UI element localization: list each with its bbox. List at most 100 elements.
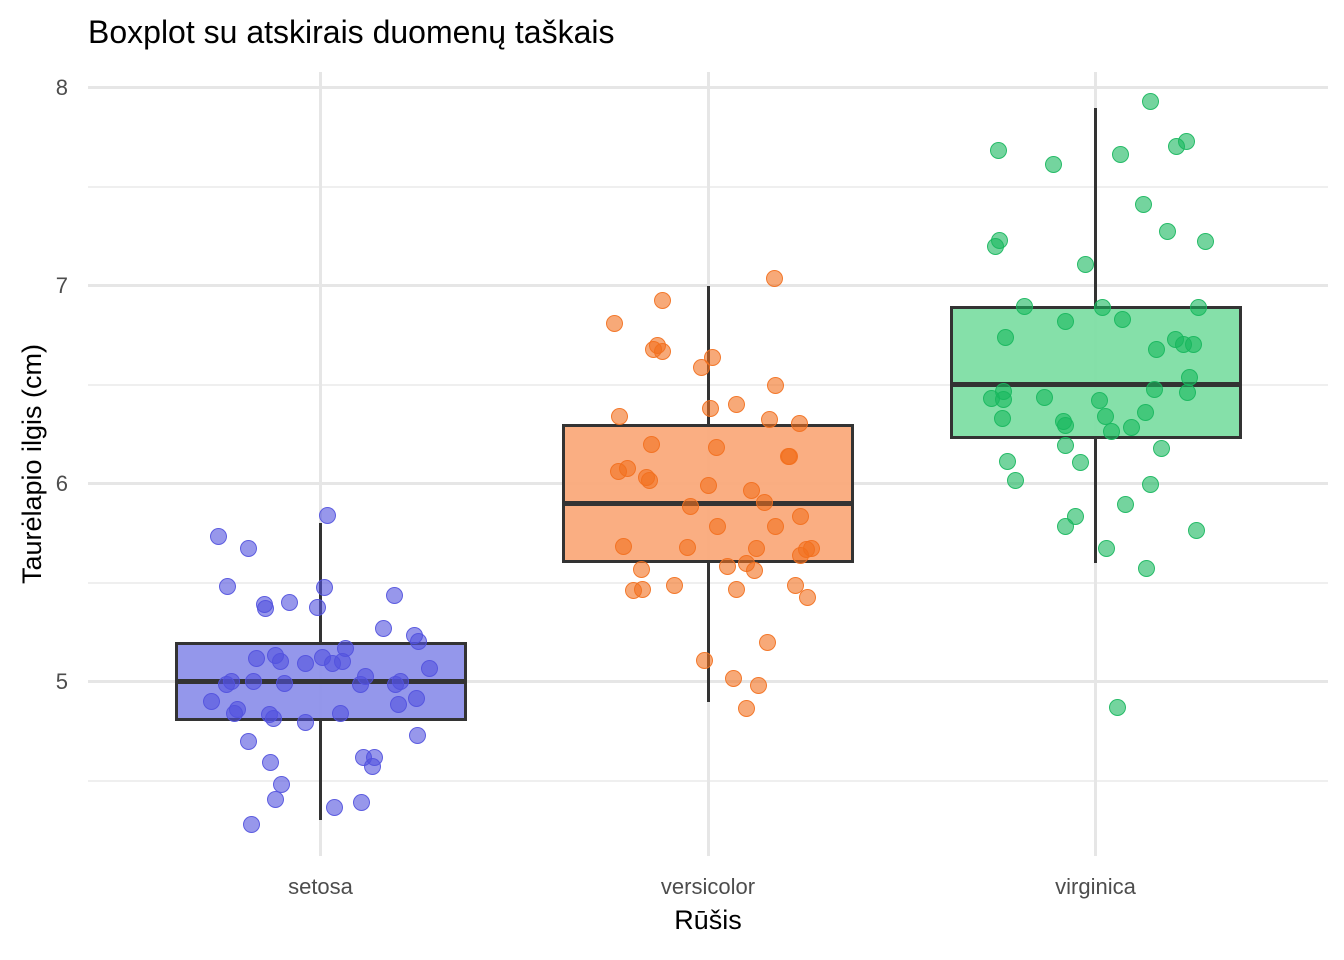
data-point-virginica (1112, 145, 1130, 163)
data-point-setosa (409, 632, 427, 650)
data-point-versicolor (653, 292, 671, 310)
data-point-versicolor (633, 560, 651, 578)
data-point-versicolor (696, 652, 714, 670)
plot-panel (88, 72, 1328, 856)
data-point-setosa (273, 775, 291, 793)
data-point-virginica (1056, 417, 1074, 435)
data-point-virginica (1141, 92, 1159, 110)
data-point-virginica (1145, 380, 1163, 398)
data-point-versicolor (780, 448, 798, 466)
data-point-virginica (1006, 471, 1024, 489)
data-point-virginica (1094, 298, 1112, 316)
data-point-virginica (1167, 330, 1185, 348)
data-point-versicolor (725, 670, 743, 688)
data-point-setosa (313, 648, 331, 666)
data-point-setosa (228, 701, 246, 718)
data-point-versicolor (791, 414, 809, 432)
data-point-versicolor (738, 699, 756, 717)
data-point-setosa (281, 593, 299, 611)
data-point-versicolor (728, 396, 746, 414)
y-tick-label: 8 (55, 74, 68, 100)
data-point-virginica (1135, 195, 1153, 213)
data-point-virginica (1116, 496, 1134, 514)
data-point-virginica (1190, 299, 1208, 317)
data-point-versicolor (738, 554, 756, 572)
data-point-versicolor (792, 508, 810, 526)
data-point-setosa (210, 527, 228, 545)
data-point-versicolor (679, 538, 697, 556)
data-point-virginica (990, 141, 1008, 159)
data-point-setosa (309, 599, 327, 617)
data-point-versicolor (798, 589, 816, 607)
data-point-versicolor (666, 576, 684, 594)
data-point-versicolor (610, 408, 628, 426)
data-point-virginica (1141, 475, 1159, 493)
data-point-virginica (1185, 336, 1203, 354)
data-point-virginica (1077, 255, 1095, 273)
gridline-category (319, 72, 322, 856)
data-point-versicolor (707, 438, 725, 456)
x-tick-label: setosa (288, 874, 353, 899)
data-point-setosa (409, 726, 427, 744)
data-point-versicolor (766, 376, 784, 394)
data-point-virginica (1137, 403, 1155, 421)
data-point-setosa (202, 692, 220, 710)
data-point-setosa (374, 620, 392, 638)
data-point-setosa (318, 507, 336, 525)
data-point-virginica (1152, 439, 1170, 457)
data-point-virginica (1098, 540, 1116, 558)
data-point-virginica (1159, 223, 1177, 241)
y-tick-label: 7 (55, 272, 68, 298)
x-axis-title: Rūšis (674, 905, 742, 935)
data-point-virginica (1015, 298, 1033, 316)
data-point-virginica (1091, 392, 1109, 410)
data-point-setosa (297, 713, 315, 731)
whisker-upper (1094, 107, 1097, 306)
data-point-setosa (245, 673, 263, 691)
data-point-virginica (1122, 419, 1140, 437)
data-point-setosa (219, 577, 237, 595)
median-line (174, 679, 467, 685)
data-point-setosa (407, 689, 425, 707)
data-point-virginica (1056, 517, 1074, 535)
data-point-setosa (389, 695, 407, 713)
data-point-setosa (386, 586, 404, 604)
data-point-versicolor (610, 462, 628, 480)
data-point-virginica (1181, 369, 1199, 387)
data-point-setosa (316, 579, 334, 597)
data-point-setosa (336, 640, 354, 658)
data-point-setosa (266, 791, 284, 809)
data-point-virginica (1179, 383, 1197, 401)
data-point-versicolor (699, 476, 717, 494)
data-point-virginica (1196, 233, 1214, 251)
data-point-setosa (248, 650, 266, 668)
data-point-versicolor (798, 541, 816, 559)
data-point-setosa (242, 816, 260, 834)
data-point-setosa (325, 798, 343, 816)
data-point-versicolor (787, 577, 805, 595)
data-point-versicolor (703, 349, 721, 367)
data-point-versicolor (719, 558, 737, 576)
data-point-versicolor (750, 677, 768, 695)
data-point-virginica (1044, 156, 1062, 174)
data-point-versicolor (767, 517, 785, 535)
data-point-setosa (222, 672, 240, 690)
x-tick-label: versicolor (660, 874, 756, 899)
median-line (562, 501, 854, 507)
x-tick-label: virginica (1055, 874, 1136, 899)
data-point-setosa (353, 793, 371, 811)
data-point-versicolor (702, 399, 720, 417)
data-point-virginica (993, 409, 1011, 427)
whisker-lower (319, 721, 322, 821)
data-point-virginica (983, 389, 1001, 407)
data-point-versicolor (742, 481, 760, 499)
data-point-setosa (332, 705, 350, 723)
data-point-setosa (297, 654, 315, 672)
data-point-virginica (1057, 312, 1075, 330)
data-point-setosa (240, 733, 258, 751)
chart-title: Boxplot su atskirais duomenų taškais (88, 14, 615, 50)
data-point-versicolor (758, 634, 776, 652)
data-point-versicolor (766, 269, 784, 287)
data-point-virginica (1036, 389, 1054, 407)
